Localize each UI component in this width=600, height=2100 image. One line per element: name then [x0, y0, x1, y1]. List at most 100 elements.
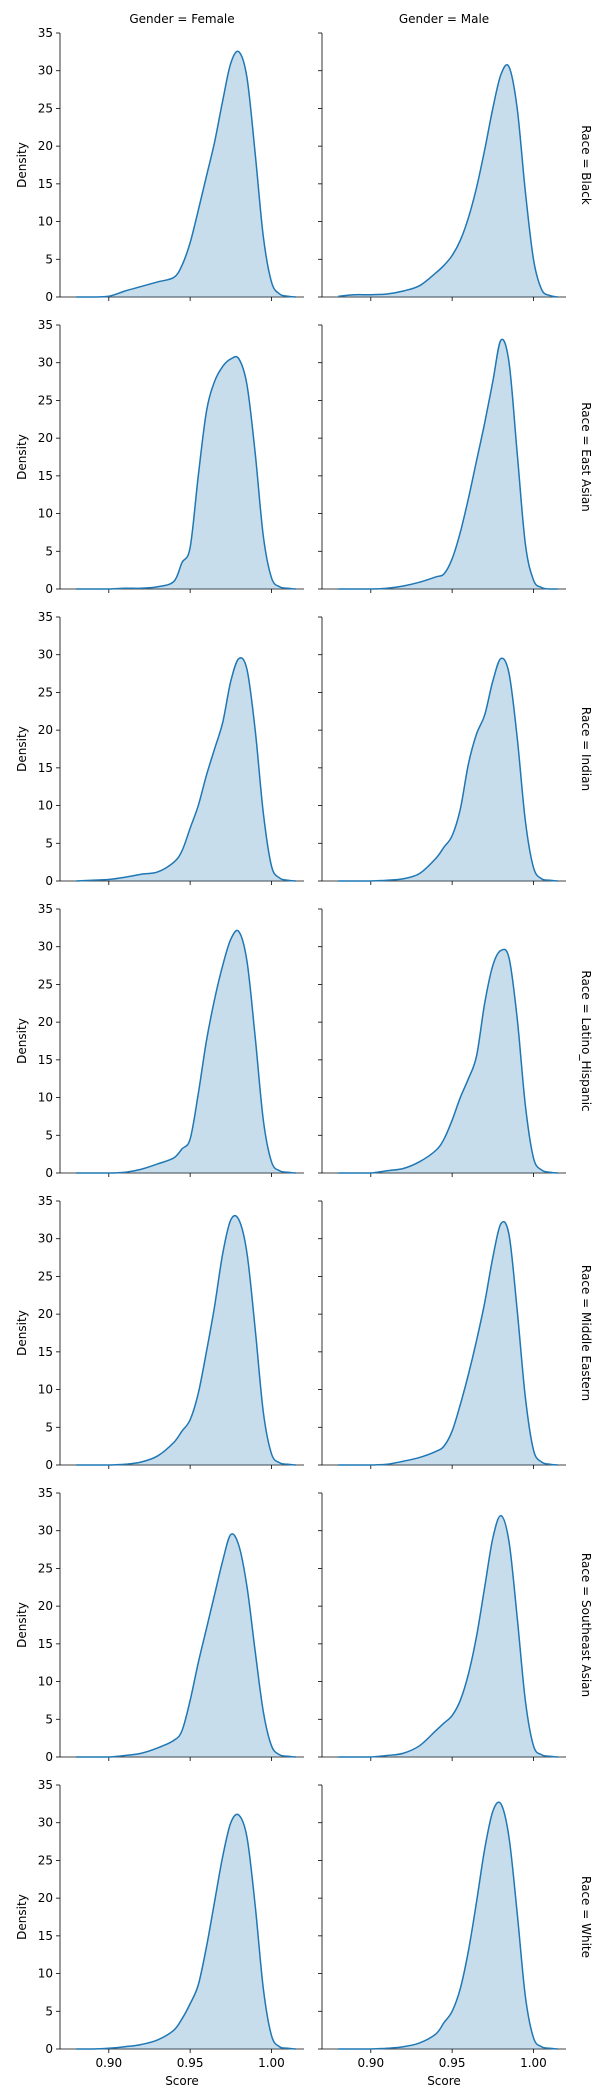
- density-fill: [338, 64, 558, 297]
- facet-panel-6-1: 0.90 0.95 1.00 Race = White Score: [318, 1784, 593, 2088]
- density-fill: [76, 1533, 296, 1757]
- y-axis-label: Density: [15, 1310, 29, 1356]
- density-line: [338, 64, 559, 298]
- y-axis-label: Density: [15, 1602, 29, 1648]
- x-tick-label: 0.95: [439, 2056, 466, 2070]
- density-line: [338, 1514, 558, 1758]
- density-line: [76, 1533, 296, 1758]
- y-tick-label: 5: [45, 1712, 53, 1726]
- density-fill: [76, 1814, 296, 2049]
- y-tick-label: 30: [38, 1524, 53, 1538]
- y-tick-label: 15: [38, 1637, 53, 1651]
- facet-panel-4-0: 0 5 10 15 20 25 30 35 Density: [15, 1194, 304, 1472]
- y-tick-label: 0: [45, 1750, 53, 1764]
- column-title: Gender = Male: [399, 12, 489, 26]
- y-tick-label: 20: [38, 723, 53, 737]
- y-tick-label: 0: [45, 874, 53, 888]
- density-fill: [76, 356, 296, 589]
- density-line: [338, 657, 558, 882]
- row-title: Race = Indian: [579, 707, 593, 791]
- y-tick-label: 30: [38, 356, 53, 370]
- y-tick-label: 15: [38, 177, 53, 191]
- density-line: [76, 929, 296, 1174]
- y-tick-label: 30: [38, 1232, 53, 1246]
- density-line: [76, 1214, 296, 1466]
- y-tick-label: 35: [38, 610, 53, 624]
- row-title: Race = Middle Eastern: [579, 1265, 593, 1401]
- facet-panel-6-0: 0 5 10 15 20 25 30 35 0.90 0.95 1.00 Density Score: [15, 1778, 304, 2088]
- density-line: [76, 1813, 296, 2050]
- facet-panel-3-1: Race = Latino_Hispanic: [318, 908, 593, 1177]
- y-axis-label: Density: [15, 1018, 29, 1064]
- y-tick-label: 35: [38, 902, 53, 916]
- density-fill: [338, 1221, 558, 1465]
- density-fill: [76, 51, 296, 298]
- y-tick-label: 0: [45, 1166, 53, 1180]
- y-tick-label: 10: [38, 507, 53, 521]
- y-axis-label: Density: [15, 434, 29, 480]
- facet-panel-5-1: Race = Southeast Asian: [318, 1492, 593, 1761]
- y-tick-label: 5: [45, 2004, 53, 2018]
- facet-panel-1-1: Race = East Asian: [318, 324, 593, 593]
- x-tick-label: 0.90: [95, 2056, 122, 2070]
- row-title: Race = East Asian: [579, 402, 593, 512]
- y-tick-label: 10: [38, 1383, 53, 1397]
- density-fill: [338, 949, 558, 1173]
- y-tick-label: 25: [38, 1269, 53, 1283]
- y-tick-label: 10: [38, 799, 53, 813]
- density-line: [338, 1220, 558, 1466]
- density-fill: [338, 339, 558, 589]
- density-line: [76, 657, 296, 882]
- y-tick-label: 10: [38, 1091, 53, 1105]
- x-axis-label: Score: [427, 2074, 461, 2088]
- y-tick-label: 25: [38, 1561, 53, 1575]
- density-line: [76, 50, 296, 298]
- y-tick-label: 35: [38, 1194, 53, 1208]
- y-tick-label: 20: [38, 139, 53, 153]
- row-title: Race = Black: [579, 125, 593, 205]
- y-tick-label: 5: [45, 836, 53, 850]
- density-fill: [76, 657, 296, 881]
- density-fill: [338, 658, 558, 881]
- density-fill: [76, 1215, 296, 1465]
- y-tick-label: 0: [45, 1458, 53, 1472]
- y-tick-label: 5: [45, 1420, 53, 1434]
- row-title: Race = Latino_Hispanic: [579, 970, 593, 1111]
- y-tick-label: 30: [38, 1816, 53, 1830]
- row-title: Race = White: [579, 1876, 593, 1958]
- y-tick-label: 5: [45, 252, 53, 266]
- y-tick-label: 25: [38, 1853, 53, 1867]
- y-tick-label: 35: [38, 318, 53, 332]
- facet-panel-0-1: Gender = Male Race = Black: [318, 12, 593, 301]
- y-tick-label: 20: [38, 1307, 53, 1321]
- y-tick-label: 15: [38, 1929, 53, 1943]
- y-tick-label: 10: [38, 1675, 53, 1689]
- y-tick-label: 35: [38, 26, 53, 40]
- y-tick-label: 15: [38, 469, 53, 483]
- y-axis-label: Density: [15, 726, 29, 772]
- y-tick-label: 25: [38, 101, 53, 115]
- y-tick-label: 35: [38, 1486, 53, 1500]
- y-tick-label: 0: [45, 2042, 53, 2056]
- density-line: [338, 338, 558, 590]
- facet-panel-4-1: Race = Middle Eastern: [318, 1200, 593, 1469]
- y-tick-label: 0: [45, 290, 53, 304]
- x-axis-label: Score: [165, 2074, 199, 2088]
- y-tick-label: 30: [38, 940, 53, 954]
- y-tick-label: 20: [38, 1599, 53, 1613]
- x-tick-label: 0.90: [357, 2056, 384, 2070]
- facet-panel-2-0: 0 5 10 15 20 25 30 35 Density: [15, 610, 304, 888]
- x-tick-label: 0.95: [177, 2056, 204, 2070]
- y-tick-label: 0: [45, 582, 53, 596]
- y-tick-label: 10: [38, 1967, 53, 1981]
- density-fill: [76, 930, 296, 1173]
- density-line: [338, 948, 558, 1174]
- density-line: [338, 1801, 558, 2050]
- facet-panel-3-0: 0 5 10 15 20 25 30 35 Density: [15, 902, 304, 1180]
- y-tick-label: 25: [38, 977, 53, 991]
- density-fill: [338, 1802, 558, 2049]
- y-tick-label: 15: [38, 761, 53, 775]
- y-tick-label: 20: [38, 1015, 53, 1029]
- y-tick-label: 5: [45, 544, 53, 558]
